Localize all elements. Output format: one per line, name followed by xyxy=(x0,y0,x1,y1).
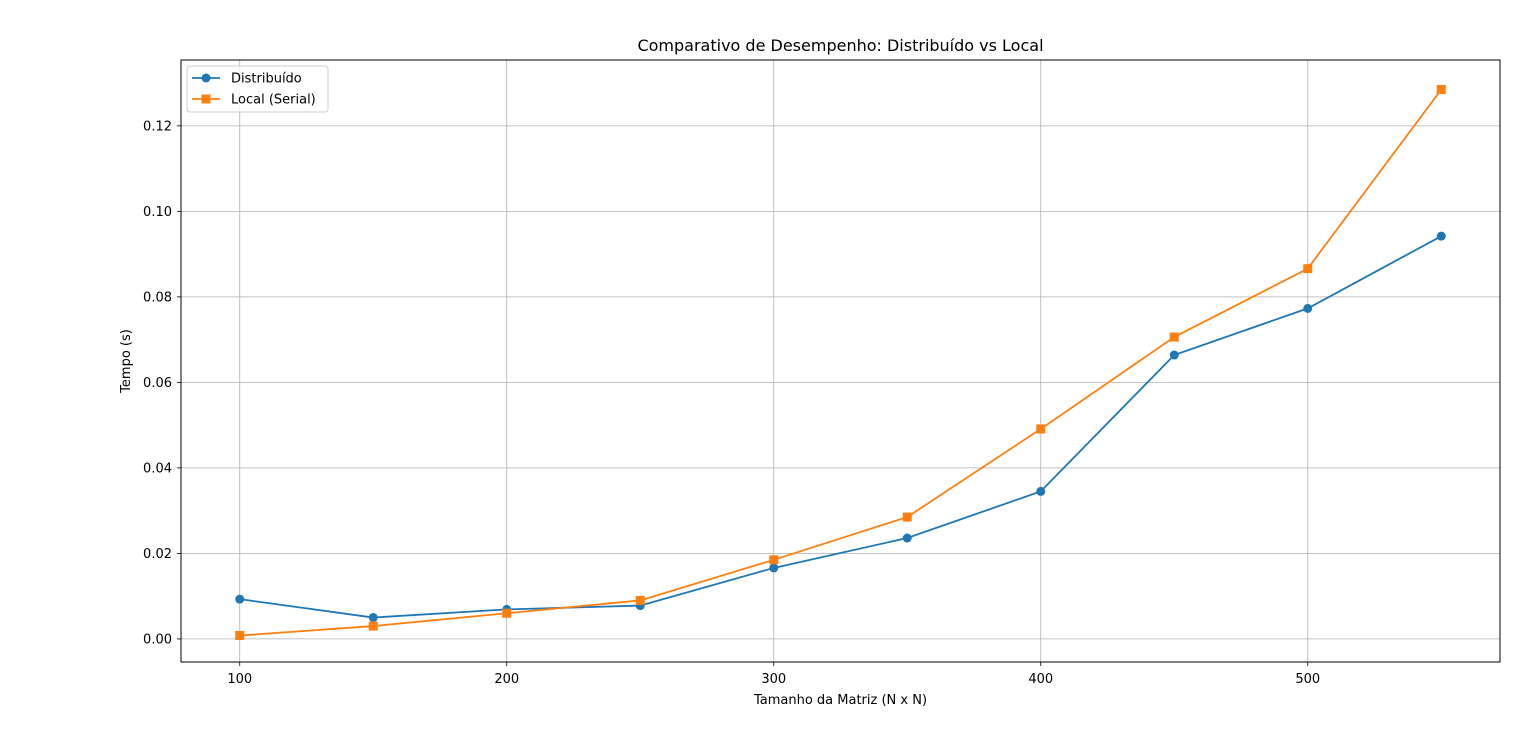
legend: Distribuído Local (Serial) xyxy=(186,65,329,113)
legend-box xyxy=(186,65,329,113)
y-axis-label: Tempo (s) xyxy=(119,329,134,394)
y-axis-ticks: 0.00 0.02 0.04 0.06 0.08 0.10 0.12 xyxy=(143,119,181,647)
data-point xyxy=(368,621,378,631)
data-point xyxy=(1036,486,1046,496)
legend-label: Local (Serial) xyxy=(231,93,316,108)
x-axis-ticks: 100 200 300 400 500 xyxy=(227,662,1320,687)
data-point xyxy=(769,563,779,573)
data-point xyxy=(769,555,779,565)
plot-area-frame xyxy=(180,59,1501,663)
y-tick-label: 0.04 xyxy=(143,461,172,476)
y-tick-label: 0.10 xyxy=(143,205,172,220)
y-tick-label: 0.12 xyxy=(143,119,172,134)
legend-marker xyxy=(201,94,211,104)
y-tick-label: 0.02 xyxy=(143,547,172,562)
data-point xyxy=(235,594,245,604)
data-point xyxy=(1169,350,1179,360)
data-point xyxy=(1036,424,1046,434)
x-axis-label: Tamanho da Matriz (N x N) xyxy=(753,693,927,708)
x-tick-label: 100 xyxy=(227,672,252,687)
legend-marker xyxy=(201,73,211,83)
data-point xyxy=(1436,85,1446,95)
data-point xyxy=(902,533,912,543)
data-point xyxy=(902,512,912,522)
x-tick-label: 200 xyxy=(494,672,519,687)
x-tick-label: 400 xyxy=(1028,672,1053,687)
y-tick-label: 0.08 xyxy=(143,290,172,305)
grid xyxy=(181,60,1500,662)
series-layer xyxy=(235,85,1446,640)
series-line xyxy=(239,235,1442,619)
data-point xyxy=(635,595,645,605)
x-tick-label: 300 xyxy=(761,672,786,687)
y-tick-label: 0.00 xyxy=(143,632,172,647)
data-point xyxy=(1303,264,1313,274)
data-point xyxy=(1303,303,1313,313)
legend-label: Distribuído xyxy=(231,72,302,87)
data-point xyxy=(1436,231,1446,241)
y-tick-label: 0.06 xyxy=(143,376,172,391)
x-tick-label: 500 xyxy=(1295,672,1320,687)
data-point xyxy=(368,613,378,623)
series-local-serial xyxy=(235,85,1446,640)
series-line xyxy=(239,88,1442,637)
data-point xyxy=(502,608,512,618)
data-point xyxy=(235,630,245,640)
data-point xyxy=(1169,332,1179,342)
chart-title: Comparativo de Desempenho: Distribuído v… xyxy=(637,36,1043,55)
